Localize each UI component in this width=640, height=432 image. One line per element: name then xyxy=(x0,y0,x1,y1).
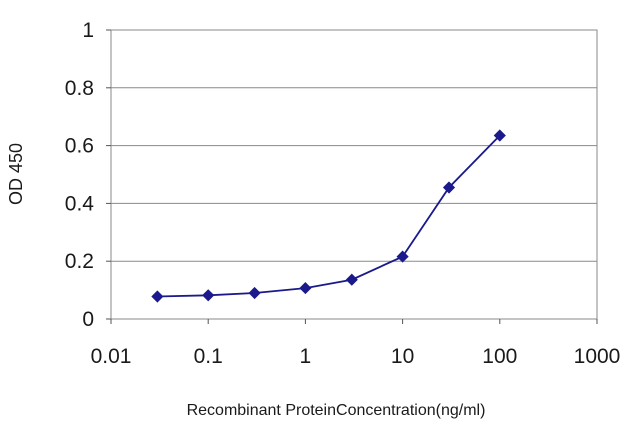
series-line xyxy=(157,134,501,298)
x-axis-title: Recombinant ProteinConcentration(ng/ml) xyxy=(187,402,486,419)
y-tick-label: 0 xyxy=(82,308,94,331)
data-point-marker xyxy=(345,273,358,286)
y-tick-label: 1 xyxy=(82,19,94,42)
tick-labels: 0 0.2 0.4 0.6 0.8 1 0.01 0.1 1 10 100 1000 xyxy=(65,19,621,368)
y-axis-title: OD 450 xyxy=(6,143,26,205)
y-tick-label: 0.6 xyxy=(65,135,94,158)
y-tick-label: 0.8 xyxy=(65,77,94,100)
x-tick-label: 0.01 xyxy=(91,345,132,368)
data-point-marker xyxy=(493,129,506,142)
data-point-marker xyxy=(299,282,312,295)
x-tick-label: 1 xyxy=(300,345,312,368)
grid-lines xyxy=(111,29,597,262)
series-layer xyxy=(151,129,506,303)
data-point-marker xyxy=(151,290,164,303)
data-point-marker xyxy=(248,286,261,300)
y-tick-label: 0.4 xyxy=(65,192,95,215)
x-tick-label: 100 xyxy=(482,345,517,368)
x-tick-label: 1000 xyxy=(574,345,621,368)
x-tick-label: 0.1 xyxy=(194,345,223,368)
data-point-marker xyxy=(442,181,456,194)
y-tick-label: 0.2 xyxy=(65,250,94,273)
data-point-marker xyxy=(396,250,409,263)
x-tick-label: 10 xyxy=(391,345,414,368)
axes xyxy=(106,29,598,324)
plot-area xyxy=(110,29,598,320)
data-point-marker xyxy=(202,289,215,302)
